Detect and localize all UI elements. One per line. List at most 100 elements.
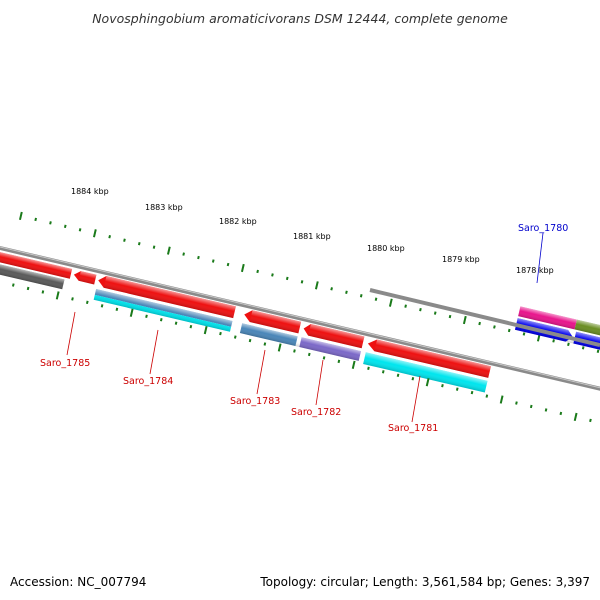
outer-minor-tick [226,262,230,267]
outer-minor-tick [108,235,111,239]
inner-scale-ticks [11,283,592,423]
outer-minor-tick [197,255,200,260]
inner-minor-tick [26,286,30,291]
inner-minor-tick [263,342,267,346]
outer-minor-tick [552,339,555,343]
inner-major-tick [573,412,578,422]
sheen-1 [0,249,73,279]
inner-major-tick [277,343,282,352]
sheen-5 [308,323,365,349]
outer-major-tick [462,315,467,325]
sheen-4 [249,310,302,334]
inner-minor-tick [189,324,193,329]
outer-minor-tick [256,269,259,274]
outer-minor-tick [137,241,141,246]
outer-minor-tick [374,297,378,301]
sheen-3 [103,276,236,319]
outer-major-tick [240,263,245,273]
outer-minor-tick [581,346,585,350]
inner-major-tick [129,308,134,317]
outer-minor-tick [78,228,82,232]
inner-minor-tick [11,283,15,287]
outer-minor-tick [448,314,452,319]
inner-minor-tick [219,331,222,336]
inner-minor-tick [515,401,518,405]
cog-sheen-3 [363,352,488,393]
leader-saro-1785 [66,311,76,356]
inner-minor-tick [441,383,444,388]
inner-minor-tick [559,411,563,416]
sheen-2 [78,271,97,285]
scale-label-1884: 1884 kbp [71,187,109,196]
gene-label-saro-1783[interactable]: Saro_1783 [230,396,280,407]
outer-minor-tick [493,325,496,329]
genome-title: Novosphingobium aromaticivorans DSM 1244… [92,11,508,26]
inner-minor-tick [233,335,237,339]
outer-minor-tick [49,221,52,225]
outer-minor-tick [330,287,333,291]
outer-minor-tick [507,328,511,333]
gene-label-saro-1780[interactable]: Saro_1780 [518,223,568,234]
inner-minor-tick [470,390,474,395]
inner-minor-tick [100,304,104,308]
leader-saro-1780 [536,232,544,284]
inner-minor-tick [174,321,178,325]
backbone-line [0,241,600,410]
cog-sheen-1 [93,289,233,332]
gene-label-saro-1785[interactable]: Saro_1785 [40,358,90,369]
outer-minor-tick [433,311,437,315]
inner-minor-tick [248,338,252,343]
outer-minor-tick [285,276,289,281]
outer-major-tick [314,281,319,290]
outer-scale-ticks [18,211,600,353]
leader-saro-1784 [149,329,159,375]
outer-minor-tick [359,294,363,298]
inner-major-tick [203,326,208,335]
scale-label-1879: 1879 kbp [442,255,480,264]
outer-major-tick [92,229,97,238]
outer-minor-tick [271,273,274,277]
outer-minor-tick [404,304,407,308]
inner-minor-tick [322,356,326,360]
scale-label-1880: 1880 kbp [367,244,405,253]
inner-minor-tick [159,318,163,322]
cog-sheen-2 [239,323,361,361]
scale-label-1882: 1882 kbp [219,217,257,226]
inner-minor-tick [41,290,45,294]
scale-label-1881: 1881 kbp [293,232,331,241]
inner-minor-tick [293,349,296,353]
inner-major-tick [351,360,356,369]
outer-minor-tick [152,245,156,249]
leader-saro-1782 [315,359,324,406]
accession-text: Accession: NC_007794 [10,575,146,589]
inner-minor-tick [71,297,74,301]
scale-label-1878: 1878 kbp [516,266,554,275]
gene-labels: Saro_1785 Saro_1784 Saro_1783 Saro_1782 … [40,223,568,434]
leader-saro-1781 [411,375,421,423]
gene-grey-sheen [0,261,65,290]
genome-stats-text: Topology: circular; Length: 3,561,584 bp… [259,575,590,589]
inner-minor-tick [145,314,148,318]
backbone-right-segment [369,288,600,347]
sheen-6 [374,339,491,378]
inner-minor-tick [544,408,548,412]
label-leaders [66,232,544,423]
gene-label-saro-1781[interactable]: Saro_1781 [388,423,438,434]
outer-minor-tick [182,252,185,256]
outer-minor-tick [522,332,526,336]
outer-minor-tick [596,349,600,353]
inner-minor-tick [307,352,311,357]
outer-minor-tick [63,224,67,229]
inner-minor-tick [115,307,119,312]
inner-minor-tick [411,377,415,381]
gene-label-saro-1784[interactable]: Saro_1784 [123,376,173,387]
inner-minor-tick [529,404,533,409]
inner-minor-tick [85,300,89,305]
outer-minor-tick [34,217,37,222]
leader-saro-1783 [256,349,266,395]
inner-major-tick [55,291,60,300]
inner-major-tick [499,395,504,404]
track-group [0,211,600,423]
gene-label-saro-1782[interactable]: Saro_1782 [291,407,341,418]
